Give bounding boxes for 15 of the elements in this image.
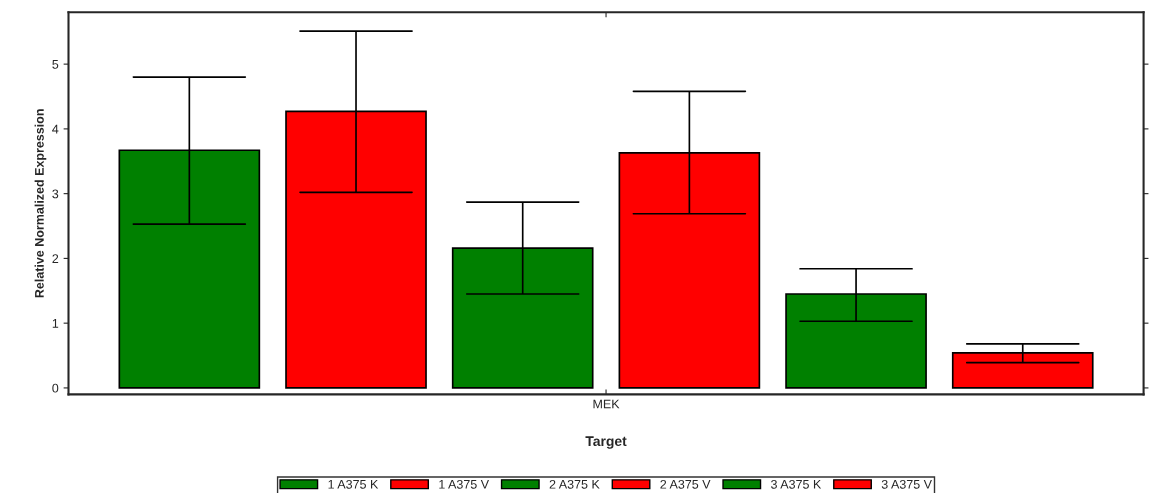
legend-label: 3 A375 K [771,479,822,489]
legend-label: 1 A375 V [439,479,489,489]
y-tick-label: 4 [52,124,59,134]
legend-label: 1 A375 K [328,479,379,489]
legend-label: 2 A375 K [549,479,600,489]
y-tick-label: 0 [52,383,59,393]
y-tick-label: 1 [52,319,59,328]
y-tick-label: 5 [52,60,59,69]
x-tick-label: MEK [593,399,620,409]
y-tick-label: 3 [52,189,59,199]
y-tick-label: 2 [52,254,59,263]
legend-label: 3 A375 V [881,479,932,489]
x-axis-title: Target [585,436,627,449]
y-axis-title: Relative Normalized Expression [34,109,47,298]
legend-label: 2 A375 V [660,479,711,489]
